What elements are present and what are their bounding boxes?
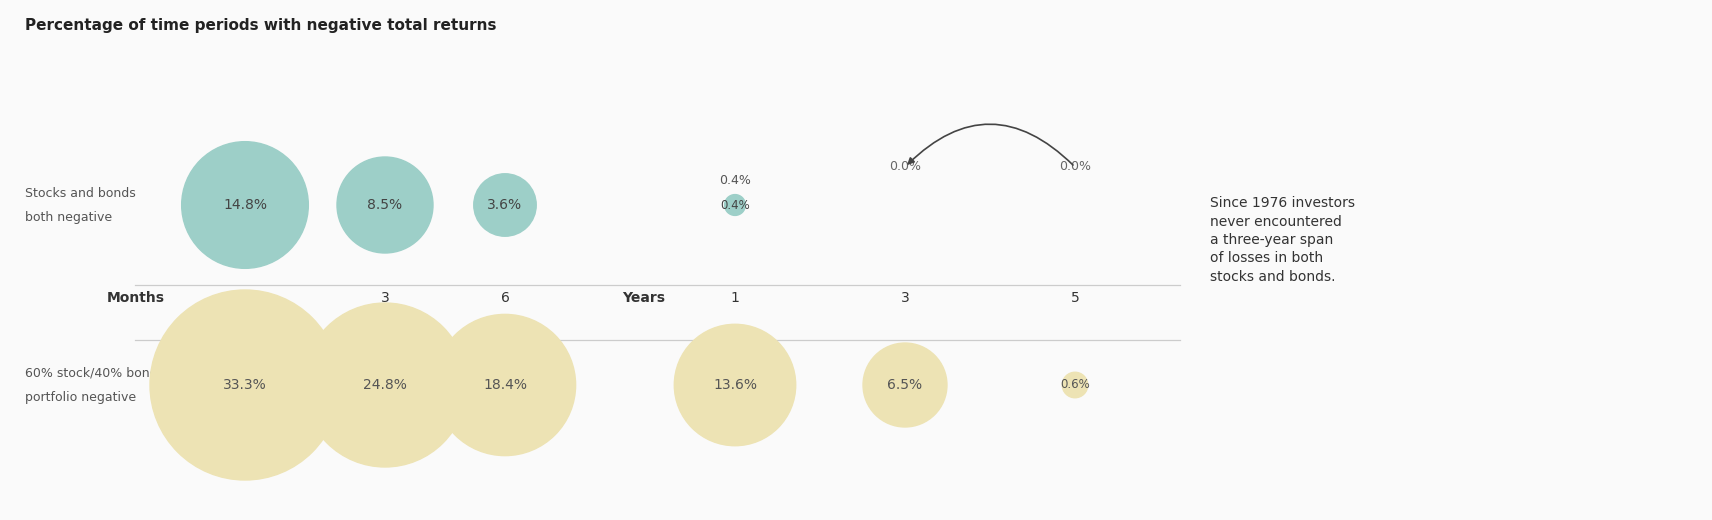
Circle shape xyxy=(151,290,341,480)
Text: Since 1976 investors
never encountered
a three-year span
of losses in both
stock: Since 1976 investors never encountered a… xyxy=(1210,196,1354,284)
Text: portfolio negative: portfolio negative xyxy=(26,391,137,404)
Text: 1: 1 xyxy=(731,291,740,305)
Circle shape xyxy=(474,174,536,236)
Circle shape xyxy=(181,141,308,268)
Text: 60% stock/40% bond: 60% stock/40% bond xyxy=(26,367,158,380)
Text: 13.6%: 13.6% xyxy=(712,378,757,392)
Circle shape xyxy=(675,324,796,446)
Text: 3: 3 xyxy=(380,291,389,305)
Text: Years: Years xyxy=(621,291,664,305)
Text: 24.8%: 24.8% xyxy=(363,378,407,392)
Text: 18.4%: 18.4% xyxy=(483,378,527,392)
FancyArrowPatch shape xyxy=(909,124,1073,165)
Circle shape xyxy=(863,343,947,427)
Text: 8.5%: 8.5% xyxy=(368,198,402,212)
Text: 33.3%: 33.3% xyxy=(223,378,267,392)
Text: Percentage of time periods with negative total returns: Percentage of time periods with negative… xyxy=(26,18,496,33)
Text: 0.4%: 0.4% xyxy=(721,199,750,212)
Text: Stocks and bonds: Stocks and bonds xyxy=(26,187,135,200)
Circle shape xyxy=(435,315,575,456)
Text: 0.4%: 0.4% xyxy=(719,174,752,187)
Circle shape xyxy=(724,194,745,215)
Text: 3: 3 xyxy=(901,291,909,305)
Text: 0.6%: 0.6% xyxy=(1060,379,1091,392)
Text: 5: 5 xyxy=(1070,291,1079,305)
Circle shape xyxy=(1061,372,1087,398)
Text: 1: 1 xyxy=(241,291,250,305)
Text: Months: Months xyxy=(106,291,164,305)
Text: 3.6%: 3.6% xyxy=(488,198,522,212)
Text: both negative: both negative xyxy=(26,211,111,224)
Text: 6.5%: 6.5% xyxy=(887,378,923,392)
Text: 0.0%: 0.0% xyxy=(889,160,921,173)
Text: 6: 6 xyxy=(500,291,510,305)
Circle shape xyxy=(303,303,467,467)
Circle shape xyxy=(337,157,433,253)
Text: 0.0%: 0.0% xyxy=(1060,160,1091,173)
Text: 14.8%: 14.8% xyxy=(223,198,267,212)
